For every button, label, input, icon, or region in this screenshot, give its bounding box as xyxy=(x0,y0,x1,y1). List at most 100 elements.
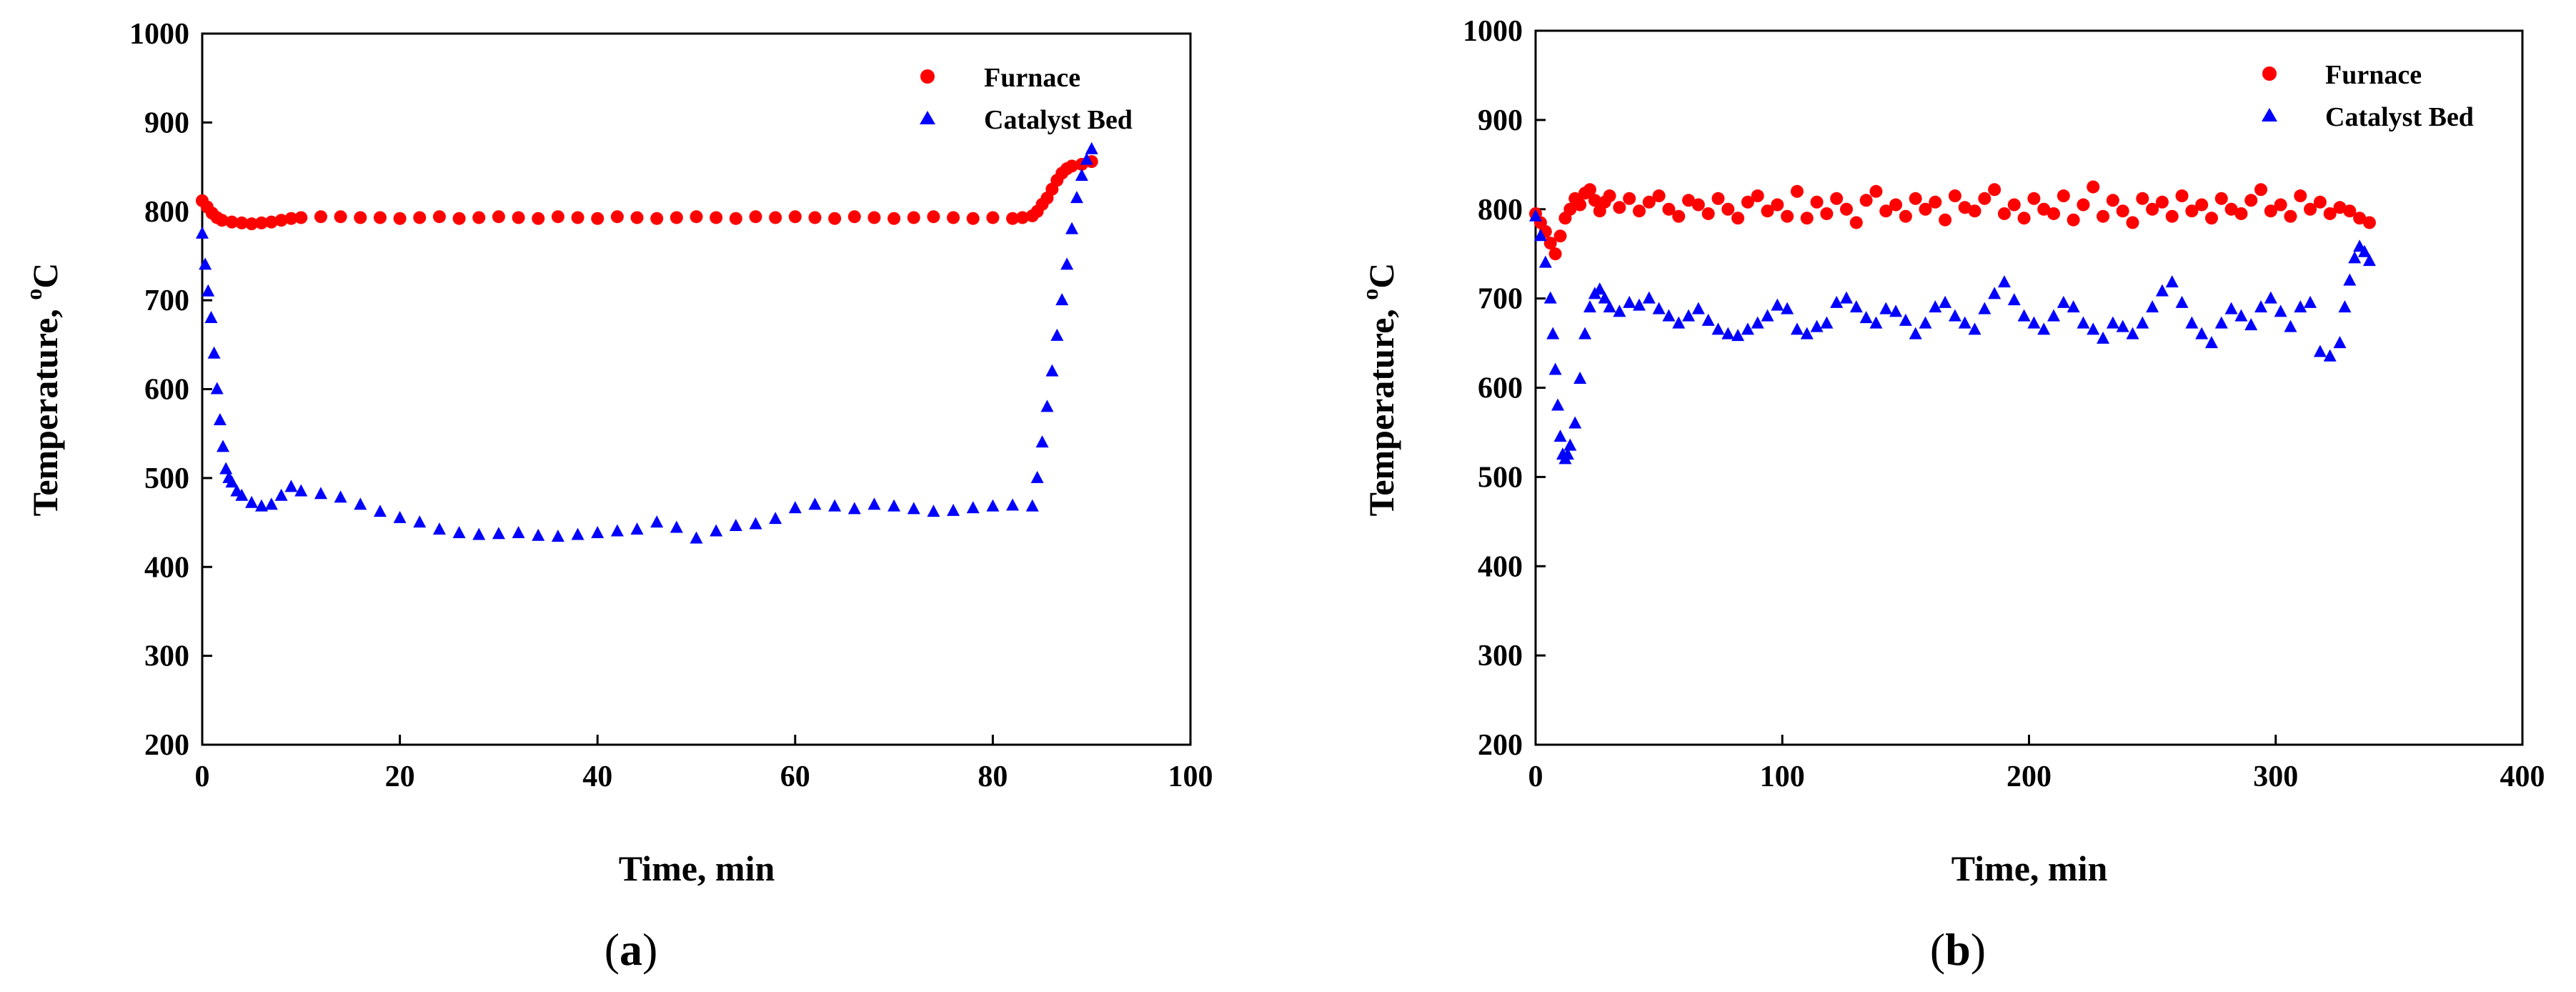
chart-b-y-axis-label: Temperature, oC xyxy=(1357,263,1401,517)
chart-a-point-furnace xyxy=(630,211,644,224)
chart-b-x-tick-label: 400 xyxy=(2500,760,2545,793)
chart-a-point-furnace xyxy=(907,211,920,224)
chart-b-point-furnace xyxy=(1642,195,1656,209)
chart-b-point-furnace xyxy=(1711,192,1725,205)
chart-a-point-catalyst-bed xyxy=(1006,498,1020,511)
chart-b-point-catalyst-bed xyxy=(2175,295,2189,308)
chart-a-y-tick-label: 400 xyxy=(144,551,189,584)
chart-b-x-tick-label: 0 xyxy=(1528,760,1543,793)
chart-b-point-furnace xyxy=(1741,195,1754,209)
chart-b-point-furnace xyxy=(2165,209,2179,223)
chart-a-point-furnace xyxy=(650,212,664,225)
chart-b-point-furnace xyxy=(1623,192,1636,205)
chart-a-point-catalyst-bed xyxy=(986,499,1000,512)
chart-a-point-catalyst-bed xyxy=(670,520,683,533)
chart-a-point-furnace xyxy=(571,211,585,224)
chart-a-ticks: 0 20 40 60 80 100 200 300 400 500 600 700 800 900 1000 xyxy=(129,18,1213,793)
chart-b-point-furnace xyxy=(1800,212,1814,225)
chart-b-point-catalyst-bed xyxy=(1682,309,1696,322)
chart-a-point-catalyst-bed xyxy=(1050,328,1064,341)
chart-b-point-furnace xyxy=(1889,198,1903,212)
chart-b-point-catalyst-bed xyxy=(1849,300,1863,313)
chart-b-point-furnace xyxy=(1548,247,1562,261)
chart-a-point-catalyst-bed xyxy=(213,413,227,426)
chart-b-point-catalyst-bed xyxy=(2067,300,2080,313)
chart-b-point-catalyst-bed xyxy=(2047,309,2061,322)
chart-b-point-furnace xyxy=(2234,207,2248,220)
chart-b-point-catalyst-bed xyxy=(1691,302,1705,314)
chart-a-y-tick-label: 300 xyxy=(144,640,189,673)
chart-b-point-catalyst-bed xyxy=(1899,313,1912,326)
chart-b-point-catalyst-bed xyxy=(2057,295,2070,308)
chart-b-point-catalyst-bed xyxy=(1583,300,1596,313)
chart-a-y-tick-label: 600 xyxy=(144,374,189,407)
chart-a-point-furnace xyxy=(225,215,239,229)
chart-b-point-catalyst-bed xyxy=(2338,300,2352,313)
chart-a-point-catalyst-bed xyxy=(1040,400,1054,412)
chart-b-point-furnace xyxy=(1968,204,1981,218)
chart-a-point-catalyst-bed xyxy=(512,525,525,538)
chart-b-point-catalyst-bed xyxy=(2348,251,2362,264)
chart-b-point-furnace xyxy=(2284,209,2297,223)
chart-b-point-catalyst-bed xyxy=(2224,302,2238,314)
chart-b-point-furnace xyxy=(1810,195,1824,209)
chart-b-point-catalyst-bed xyxy=(1909,327,1922,339)
chart-a-legend: Furnace Catalyst Bed xyxy=(920,63,1133,135)
chart-a-point-furnace xyxy=(284,212,298,225)
chart-b-point-furnace xyxy=(1543,237,1557,250)
chart-b-point-catalyst-bed xyxy=(2274,304,2287,317)
chart-b-point-furnace xyxy=(1958,201,1971,214)
chart-b-point-furnace xyxy=(1633,204,1646,218)
chart-b-point-catalyst-bed xyxy=(1551,398,1565,411)
chart-b-point-catalyst-bed xyxy=(1543,291,1557,304)
chart-b-point-furnace xyxy=(2155,195,2169,209)
chart-a-point-furnace xyxy=(769,211,782,224)
chart-b-point-catalyst-bed xyxy=(1741,322,1754,335)
chart-b-x-tick-label: 100 xyxy=(1760,760,1805,793)
chart-a-point-catalyst-bed xyxy=(1035,435,1049,448)
chart-b-point-furnace xyxy=(2116,204,2129,218)
chart-b-point-catalyst-bed xyxy=(2146,300,2159,313)
chart-b-point-catalyst-bed xyxy=(1568,416,1582,429)
chart-b-point-furnace xyxy=(1573,198,1587,212)
chart-b-point-furnace xyxy=(1751,189,1764,203)
chart-b-point-furnace xyxy=(1997,207,2011,220)
chart-a-point-catalyst-bed xyxy=(1075,169,1088,181)
chart-a-x-tick-label: 40 xyxy=(582,760,612,793)
chart-b-point-furnace xyxy=(2087,180,2100,194)
chart-b-point-catalyst-bed xyxy=(2126,327,2139,339)
chart-b-point-catalyst-bed xyxy=(1997,275,2011,288)
chart-a-point-furnace xyxy=(413,211,427,224)
chart-b-point-catalyst-bed xyxy=(1761,309,1774,322)
chart-b-point-furnace xyxy=(2097,209,2110,223)
chart-b-point-catalyst-bed xyxy=(1623,295,1636,308)
chart-b-point-catalyst-bed xyxy=(2362,254,2376,267)
chart-b-point-furnace xyxy=(2017,212,2031,225)
chart-b-point-furnace xyxy=(2067,213,2080,227)
chart-a-point-furnace xyxy=(354,211,367,224)
chart-a-point-catalyst-bed xyxy=(947,503,960,516)
chart-a-point-catalyst-bed xyxy=(650,515,664,528)
chart-b-point-furnace xyxy=(1701,207,1715,220)
chart-b-legend-catalyst-label: Catalyst Bed xyxy=(2325,102,2474,132)
chart-b-point-furnace xyxy=(1771,198,1784,212)
chart-b-point-catalyst-bed xyxy=(2165,275,2179,288)
chart-a-point-catalyst-bed xyxy=(966,501,980,514)
chart-b-point-furnace xyxy=(1899,209,1912,223)
chart-a-y-tick-label: 1000 xyxy=(129,18,189,51)
chart-a-y-tick-label: 500 xyxy=(144,462,189,495)
chart-a-point-furnace xyxy=(334,210,347,224)
chart-b-point-catalyst-bed xyxy=(2087,322,2100,335)
chart-b-point-catalyst-bed xyxy=(2323,349,2337,362)
chart-b-point-catalyst-bed xyxy=(2027,316,2041,329)
chart-b-point-furnace xyxy=(2126,216,2139,229)
chart-a-point-furnace xyxy=(551,210,565,224)
chart-a-point-catalyst-bed xyxy=(1025,499,1039,512)
chart-b-point-furnace xyxy=(2343,204,2357,218)
chart-a-point-catalyst-bed xyxy=(492,527,505,540)
chart-b-point-catalyst-bed xyxy=(2097,331,2110,344)
chart-b-point-furnace xyxy=(2175,189,2189,203)
chart-b-point-furnace xyxy=(1652,189,1666,203)
chart-a-point-catalyst-bed xyxy=(1080,152,1093,165)
